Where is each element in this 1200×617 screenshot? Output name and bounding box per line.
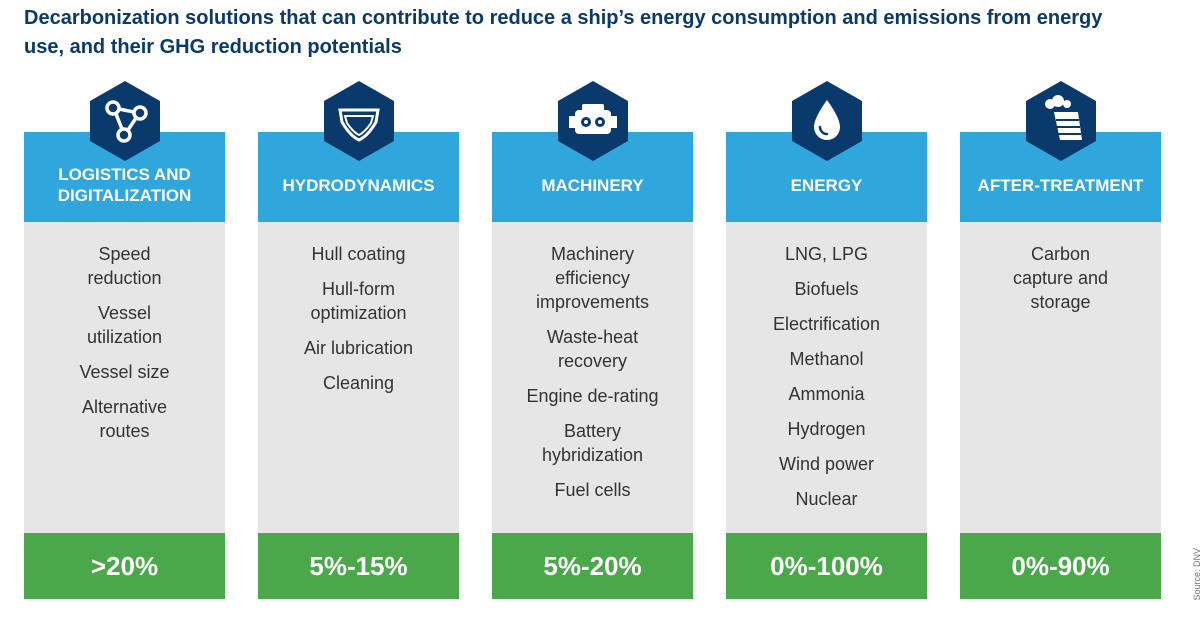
solution-columns: LOGISTICS AND DIGITALIZATION Speed reduc… — [24, 80, 1161, 599]
column-after-treatment: AFTER-TREATMENT Carbon capture and stora… — [960, 80, 1161, 599]
chimney-icon — [1025, 81, 1096, 161]
column-header-label: AFTER-TREATMENT — [977, 175, 1144, 195]
list-item: Ammonia — [788, 384, 865, 404]
column-header-label: ENERGY — [790, 175, 863, 195]
hull-icon — [323, 81, 394, 161]
list-item: Hull coating — [311, 244, 406, 264]
reduction-potential: 5%-15% — [258, 533, 459, 599]
column-hydrodynamics: HYDRODYNAMICS Hull coating Hull-form opt… — [258, 80, 459, 599]
reduction-potential: >20% — [24, 533, 225, 599]
list-item: Battery hybridization — [541, 421, 644, 465]
column-logistics: LOGISTICS AND DIGITALIZATION Speed reduc… — [24, 80, 225, 599]
column-header: LOGISTICS AND DIGITALIZATION — [24, 132, 225, 222]
reduction-potential: 0%-100% — [726, 533, 927, 599]
column-machinery: MACHINERY Machinery efficiency improveme… — [492, 80, 693, 599]
list-item: Nuclear — [795, 489, 858, 509]
list-item: Alternative routes — [81, 397, 168, 441]
source-note: Source: DNV — [1192, 548, 1200, 601]
column-body: Speed reduction Vessel utilization Vesse… — [24, 222, 225, 533]
engine-icon — [557, 81, 628, 161]
network-icon — [89, 81, 160, 161]
list-item: Air lubrication — [303, 338, 414, 358]
reduction-potential: 5%-20% — [492, 533, 693, 599]
reduction-potential: 0%-90% — [960, 533, 1161, 599]
page-title: Decarbonization solutions that can contr… — [24, 7, 1103, 58]
list-item: Engine de-rating — [526, 386, 659, 406]
list-item: Wind power — [778, 454, 875, 474]
column-energy: ENERGY LNG, LPG Biofuels Electrification… — [726, 80, 927, 599]
list-item: Carbon capture and storage — [1012, 244, 1109, 312]
column-body: Carbon capture and storage — [960, 222, 1161, 533]
list-item: Speed reduction — [87, 244, 162, 288]
list-item: Fuel cells — [554, 480, 631, 500]
list-item: Biofuels — [794, 279, 859, 299]
list-item: LNG, LPG — [784, 244, 869, 264]
droplet-icon — [791, 81, 862, 161]
list-item: Methanol — [789, 349, 864, 369]
column-header-label: HYDRODYNAMICS — [282, 175, 435, 195]
list-item: Hull-form optimization — [310, 279, 407, 323]
column-header-label: MACHINERY — [541, 175, 644, 195]
list-item: Cleaning — [322, 373, 395, 393]
list-item: Electrification — [772, 314, 881, 334]
list-item: Vessel utilization — [86, 303, 163, 347]
column-header-label: LOGISTICS AND DIGITALIZATION — [57, 165, 192, 205]
column-body: LNG, LPG Biofuels Electrification Methan… — [726, 222, 927, 533]
list-item: Machinery efficiency improvements — [535, 244, 650, 312]
list-item: Hydrogen — [787, 419, 866, 439]
column-header: MACHINERY — [492, 132, 693, 222]
list-item: Waste-heat recovery — [546, 327, 639, 371]
column-body: Hull coating Hull-form optimization Air … — [258, 222, 459, 533]
list-item: Vessel size — [79, 362, 170, 382]
column-body: Machinery efficiency improvements Waste-… — [492, 222, 693, 533]
